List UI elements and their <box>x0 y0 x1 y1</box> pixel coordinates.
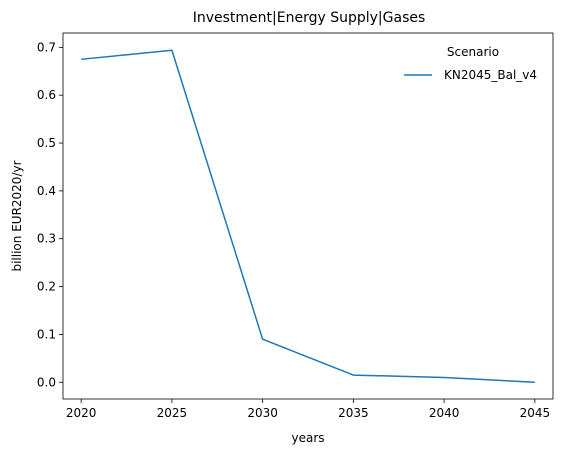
x-tick-label: 2035 <box>338 406 369 420</box>
legend: Scenario KN2045_Bal_v4 <box>404 45 537 82</box>
series-line-kn2045-bal-v4 <box>81 49 535 384</box>
x-tick-label: 2040 <box>429 406 460 420</box>
x-tick-label: 2030 <box>247 406 278 420</box>
plot-frame <box>62 32 554 400</box>
y-tick-label: 0.7 <box>37 40 56 54</box>
x-tick-label: 2025 <box>157 406 188 420</box>
plot-area: 2020 2025 2030 2035 2040 2045 0.0 0.1 0.2 0.3 0.4 0… <box>37 40 550 420</box>
y-tick-label: 0.3 <box>37 232 56 246</box>
y-tick-label: 0.6 <box>37 88 56 102</box>
y-tick-label: 0.0 <box>37 375 56 389</box>
y-tick-label: 0.2 <box>37 280 56 294</box>
x-tick-label: 2020 <box>66 406 97 420</box>
legend-entry-kn2045-bal-v4: KN2045_Bal_v4 <box>444 68 537 82</box>
y-axis-label: billion EUR2020/yr <box>10 160 24 271</box>
y-tick-label: 0.4 <box>37 184 56 198</box>
y-tick-label: 0.1 <box>37 327 56 341</box>
legend-title: Scenario <box>447 45 499 59</box>
y-tick-label: 0.5 <box>37 136 56 150</box>
x-axis-label: years <box>291 431 324 445</box>
chart-title: Investment|Energy Supply|Gases <box>193 10 426 26</box>
x-tick-label: 2045 <box>520 406 551 420</box>
